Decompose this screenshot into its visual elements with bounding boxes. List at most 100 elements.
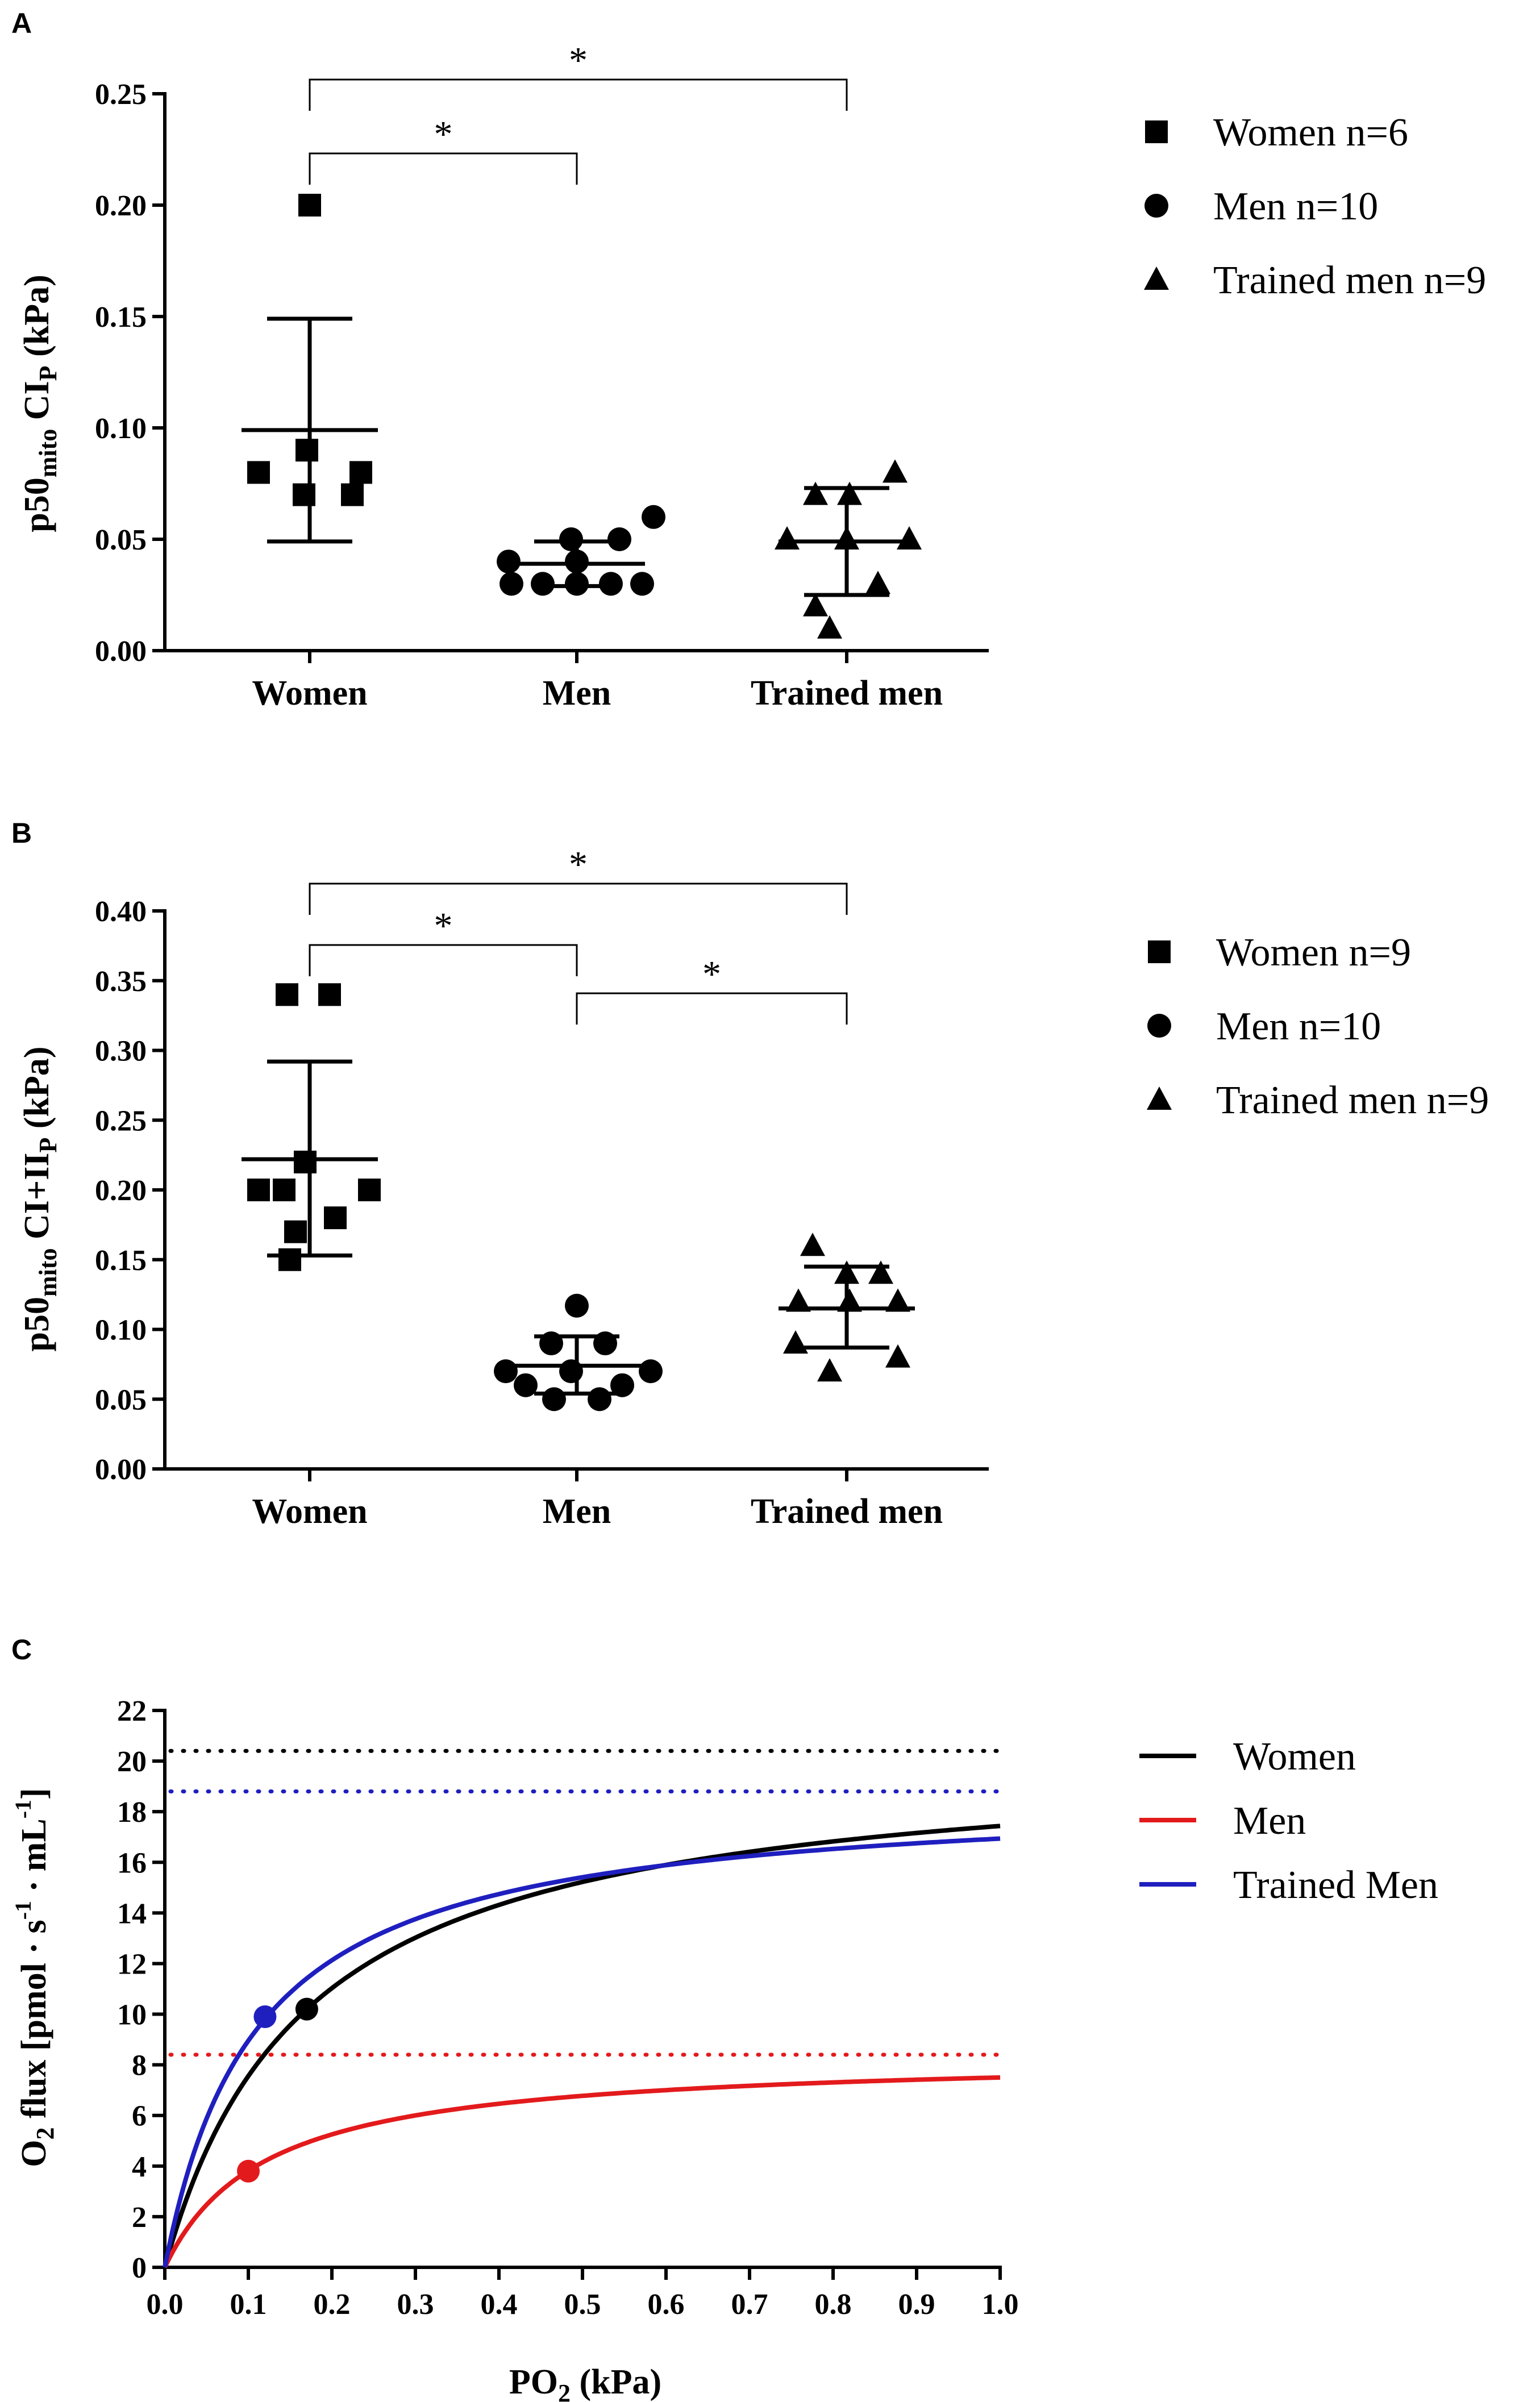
y-tick-label: 0.05 bbox=[95, 524, 147, 556]
y-tick-label: 0.20 bbox=[95, 1175, 147, 1207]
p50-point-trained-men bbox=[253, 2005, 277, 2028]
panel-c-x-axis-label: PO2 (kPa) bbox=[509, 2363, 661, 2402]
panel-b-marks: * * * bbox=[242, 844, 915, 1412]
legend-marker-triangle bbox=[1147, 1086, 1172, 1110]
legend-label: Trained men n=9 bbox=[1216, 1079, 1489, 1122]
data-point-women bbox=[276, 983, 298, 1006]
panel-b-legend: Women n=9 Men n=10 Trained men n=9 bbox=[1147, 931, 1489, 1122]
panel-a-y-ticks: 0.00 0.05 0.10 0.15 0.20 0.25 bbox=[95, 78, 989, 668]
data-point-trained-men bbox=[885, 1288, 910, 1312]
y-tick-label: 0.00 bbox=[95, 1454, 147, 1486]
data-point-men bbox=[599, 572, 623, 596]
panel-a: A 0.00 0.05 0.10 0.15 0.20 0.25 Women Men Train… bbox=[11, 7, 1486, 713]
data-point-women bbox=[358, 1179, 381, 1201]
legend-label: Trained Men bbox=[1233, 1863, 1438, 1907]
legend-marker-square bbox=[1148, 940, 1171, 963]
y-tick-label: 0.30 bbox=[95, 1035, 147, 1068]
y-tick-label: 0.00 bbox=[95, 635, 147, 668]
significance-bracket bbox=[309, 944, 578, 976]
data-point-women bbox=[298, 194, 321, 217]
legend-marker-circle bbox=[1144, 194, 1168, 218]
x-tick-label: 0.9 bbox=[898, 2288, 935, 2321]
data-point-men bbox=[531, 572, 555, 596]
y-tick-label: 0.35 bbox=[95, 965, 147, 998]
panel-b-categories: Women Men Trained men bbox=[252, 1469, 943, 1531]
curve-trained-men bbox=[163, 1836, 1001, 2268]
legend-marker-square bbox=[1145, 120, 1168, 143]
y-tick-label: 0.05 bbox=[95, 1384, 147, 1416]
y-tick-label: 16 bbox=[117, 1847, 147, 1879]
y-tick-label: 18 bbox=[117, 1796, 147, 1829]
data-point-women bbox=[318, 983, 341, 1006]
data-point-trained-men bbox=[783, 1330, 808, 1354]
x-tick-label: 0.5 bbox=[564, 2288, 601, 2321]
category-label: Trained men bbox=[751, 674, 943, 713]
data-point-men bbox=[514, 1373, 538, 1397]
legend-label: Men bbox=[1233, 1799, 1306, 1843]
curve-women bbox=[163, 1824, 1001, 2268]
x-tick-label: 0.1 bbox=[230, 2288, 267, 2321]
data-point-trained-men bbox=[817, 615, 842, 639]
legend-label: Trained men n=9 bbox=[1213, 259, 1486, 302]
x-tick-label: 0.6 bbox=[648, 2288, 685, 2321]
data-point-women bbox=[341, 483, 364, 506]
y-tick-label: 12 bbox=[117, 1948, 147, 1980]
significance-bracket bbox=[309, 152, 578, 185]
p50-point-men bbox=[237, 2159, 260, 2183]
data-point-men bbox=[630, 572, 654, 596]
data-point-men bbox=[642, 505, 665, 529]
y-tick-label: 4 bbox=[132, 2151, 147, 2183]
data-point-trained-men bbox=[803, 481, 828, 505]
y-tick-label: 0.15 bbox=[95, 301, 147, 334]
x-tick-label: 0.7 bbox=[731, 2288, 768, 2321]
panel-a-categories: Women Men Trained men bbox=[252, 651, 943, 713]
panel-b-y-axis-label: p50mito CI+IIP (kPa) bbox=[18, 1046, 62, 1351]
legend-label: Men n=10 bbox=[1213, 185, 1378, 228]
data-point-trained-men bbox=[803, 593, 828, 617]
significance-bracket bbox=[309, 78, 848, 111]
significance-star: * bbox=[569, 40, 588, 81]
data-point-women bbox=[293, 483, 315, 506]
significance-bracket bbox=[576, 992, 848, 1025]
data-point-men bbox=[494, 1359, 518, 1384]
significance-star: * bbox=[434, 905, 453, 947]
y-tick-label: 20 bbox=[117, 1746, 147, 1778]
y-tick-label: 6 bbox=[132, 2100, 147, 2133]
y-tick-label: 2 bbox=[132, 2201, 147, 2234]
y-tick-label: 10 bbox=[117, 1999, 147, 2031]
legend-label: Women n=9 bbox=[1216, 931, 1411, 975]
y-tick-label: 0.40 bbox=[95, 896, 147, 928]
legend-label: Men n=10 bbox=[1216, 1005, 1381, 1048]
x-tick-label: 0.3 bbox=[397, 2288, 434, 2321]
data-point-men bbox=[565, 1293, 589, 1318]
data-point-women bbox=[295, 439, 318, 462]
data-point-trained-men bbox=[897, 526, 922, 549]
y-tick-label: 14 bbox=[117, 1897, 147, 1930]
panel-a-y-axis-label: p50mito CIP (kPa) bbox=[18, 274, 62, 532]
data-point-men bbox=[588, 1387, 611, 1412]
category-label: Men bbox=[543, 1492, 611, 1531]
data-point-men bbox=[607, 527, 631, 551]
x-tick-label: 0.2 bbox=[314, 2288, 351, 2321]
data-point-women bbox=[247, 461, 270, 484]
category-label: Trained men bbox=[751, 1492, 943, 1531]
panel-b: B 0.00 0.05 0.10 0.15 0.20 0.25 0.30 0.35 0.40 W… bbox=[11, 817, 1489, 1531]
x-tick-label: 0.8 bbox=[815, 2288, 852, 2321]
y-tick-label: 0.10 bbox=[95, 1314, 147, 1347]
data-point-women bbox=[284, 1220, 307, 1243]
significance-bracket bbox=[309, 882, 848, 915]
data-point-men bbox=[542, 1387, 566, 1412]
panel-a-letter: A bbox=[11, 7, 32, 39]
category-label: Women bbox=[252, 674, 367, 713]
panel-b-y-ticks: 0.00 0.05 0.10 0.15 0.20 0.25 0.30 0.35 0.40 bbox=[95, 896, 989, 1486]
panel-a-legend: Women n=6 Men n=10 Trained men n=9 bbox=[1144, 111, 1486, 302]
data-point-trained-men bbox=[868, 1260, 893, 1284]
data-point-trained-men bbox=[837, 481, 862, 505]
data-point-men bbox=[639, 1359, 663, 1384]
data-point-trained-men bbox=[786, 1288, 811, 1312]
data-point-trained-men bbox=[800, 1233, 825, 1256]
y-tick-label: 8 bbox=[132, 2050, 147, 2082]
data-point-trained-men bbox=[885, 1344, 910, 1368]
panel-c-letter: C bbox=[11, 1634, 32, 1666]
